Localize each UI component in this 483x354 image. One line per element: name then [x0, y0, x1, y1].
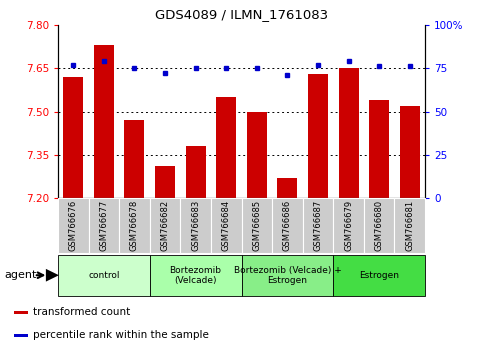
Bar [155, 166, 175, 198]
Bar [14, 311, 28, 314]
Bar [242, 255, 333, 296]
Bar [150, 255, 242, 296]
Bar [185, 146, 206, 198]
Text: Bortezomib
(Velcade): Bortezomib (Velcade) [170, 266, 222, 285]
Bar [369, 100, 389, 198]
Bar [339, 68, 358, 198]
Bar [364, 198, 395, 253]
Bar [216, 97, 236, 198]
Bar [395, 198, 425, 253]
Text: GSM766680: GSM766680 [375, 200, 384, 251]
Bar [125, 120, 144, 198]
Bar [58, 255, 150, 296]
Text: GSM766677: GSM766677 [99, 200, 108, 251]
Bar [333, 255, 425, 296]
Text: GSM766678: GSM766678 [130, 200, 139, 251]
Bar [308, 74, 328, 198]
Text: GSM766683: GSM766683 [191, 200, 200, 251]
Text: GSM766686: GSM766686 [283, 200, 292, 251]
Bar [94, 45, 114, 198]
Bar [88, 198, 119, 253]
Bar [277, 178, 298, 198]
Text: GSM766684: GSM766684 [222, 200, 231, 251]
Title: GDS4089 / ILMN_1761083: GDS4089 / ILMN_1761083 [155, 8, 328, 21]
Bar [333, 198, 364, 253]
Text: GSM766682: GSM766682 [160, 200, 170, 251]
Bar [150, 198, 180, 253]
Text: agent: agent [5, 270, 37, 280]
Text: GSM766679: GSM766679 [344, 200, 353, 251]
Text: transformed count: transformed count [33, 307, 130, 318]
Bar [58, 198, 88, 253]
Bar [242, 198, 272, 253]
Text: GSM766687: GSM766687 [313, 200, 323, 251]
Text: GSM766681: GSM766681 [405, 200, 414, 251]
Bar [211, 198, 242, 253]
Text: Estrogen: Estrogen [359, 271, 399, 280]
Text: GSM766676: GSM766676 [69, 200, 78, 251]
Bar [247, 112, 267, 198]
Bar [272, 198, 303, 253]
Bar [119, 198, 150, 253]
Bar [63, 77, 83, 198]
Text: control: control [88, 271, 120, 280]
Bar [14, 334, 28, 337]
Bar [303, 198, 333, 253]
Text: percentile rank within the sample: percentile rank within the sample [33, 330, 209, 341]
Text: Bortezomib (Velcade) +
Estrogen: Bortezomib (Velcade) + Estrogen [233, 266, 341, 285]
Text: GSM766685: GSM766685 [252, 200, 261, 251]
Bar [400, 106, 420, 198]
Bar [180, 198, 211, 253]
